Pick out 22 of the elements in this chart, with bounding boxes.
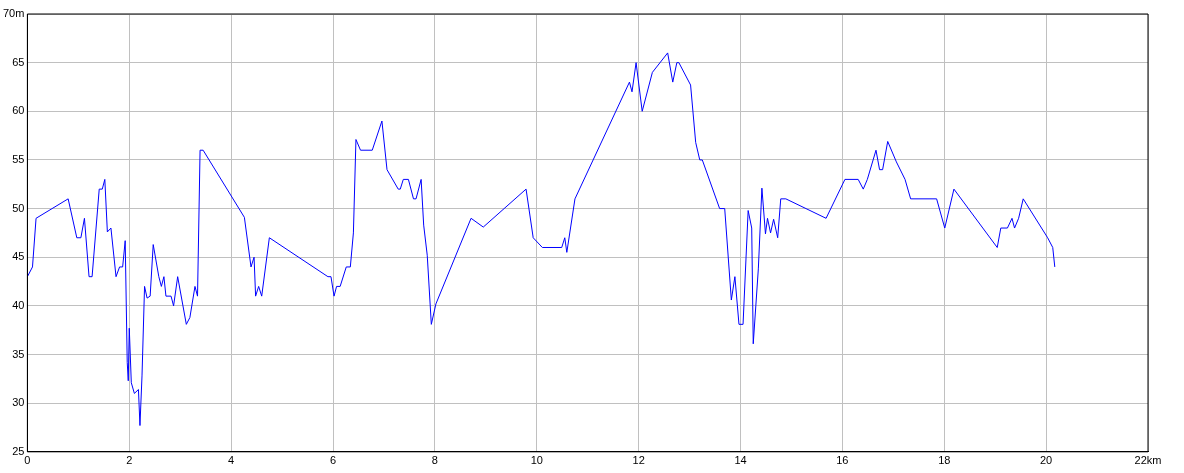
x-tick-label: 8 bbox=[431, 454, 438, 467]
x-tick-label: 18 bbox=[938, 454, 951, 467]
y-tick-label: 65 bbox=[12, 55, 25, 68]
y-tick-label: 35 bbox=[12, 347, 25, 360]
y-tick-label: 30 bbox=[12, 396, 25, 409]
x-tick-label: 10 bbox=[530, 454, 543, 467]
x-tick-label: 22km bbox=[1134, 454, 1162, 467]
x-tick-label: 6 bbox=[329, 454, 337, 467]
y-tick-label: 45 bbox=[12, 250, 25, 263]
x-tick-label: 20 bbox=[1040, 454, 1053, 467]
y-tick-label: 55 bbox=[12, 152, 25, 165]
y-tick-label: 40 bbox=[12, 298, 25, 311]
x-tick-label: 12 bbox=[632, 454, 645, 467]
x-tick-label: 16 bbox=[836, 454, 849, 467]
y-tick-label: 50 bbox=[12, 201, 25, 214]
x-tick-label: 4 bbox=[228, 454, 235, 467]
x-tick-label: 14 bbox=[734, 454, 747, 467]
y-tick-label: 70m bbox=[2, 7, 25, 20]
y-tick-label: 60 bbox=[12, 104, 25, 117]
y-tick-label: 25 bbox=[12, 444, 25, 457]
x-tick-label: 2 bbox=[126, 454, 133, 467]
x-tick-label: 0 bbox=[24, 454, 31, 467]
